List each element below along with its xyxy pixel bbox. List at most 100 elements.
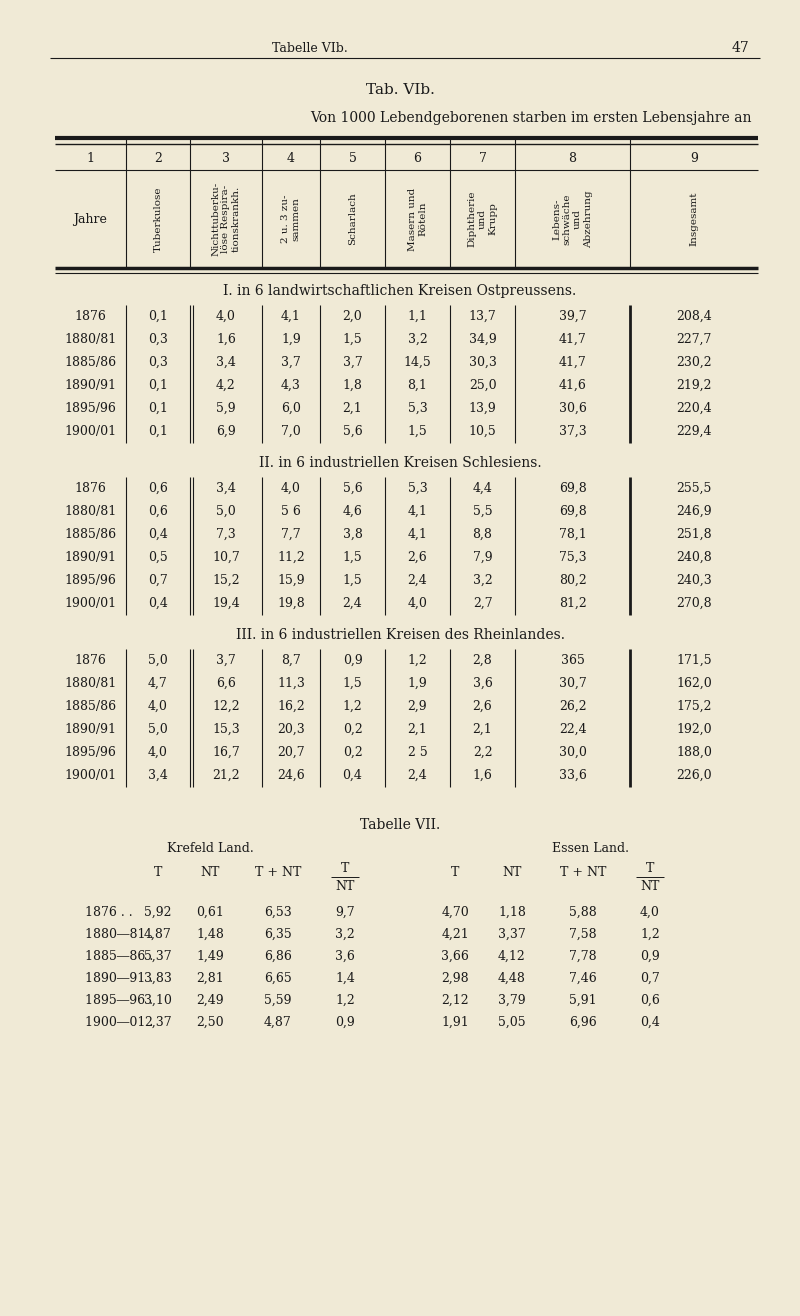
Text: II. in 6 industriellen Kreisen Schlesiens.: II. in 6 industriellen Kreisen Schlesien… <box>258 457 542 470</box>
Text: 0,6: 0,6 <box>640 994 660 1007</box>
Text: NT: NT <box>502 866 522 879</box>
Text: 7,7: 7,7 <box>281 528 301 541</box>
Text: Masern und
Röteln: Masern und Röteln <box>408 187 427 250</box>
Text: 0,9: 0,9 <box>335 1016 355 1029</box>
Text: 20,3: 20,3 <box>277 722 305 736</box>
Text: 41,6: 41,6 <box>558 379 586 392</box>
Text: 2,37: 2,37 <box>144 1016 172 1029</box>
Text: 5,0: 5,0 <box>148 722 168 736</box>
Text: 1,91: 1,91 <box>441 1016 469 1029</box>
Text: 1,2: 1,2 <box>342 700 362 713</box>
Text: 4,2: 4,2 <box>216 379 236 392</box>
Text: 6: 6 <box>414 151 422 164</box>
Text: 5,5: 5,5 <box>473 505 492 519</box>
Text: 4: 4 <box>287 151 295 164</box>
Text: 1900/01: 1900/01 <box>65 769 117 782</box>
Text: 1: 1 <box>86 151 94 164</box>
Text: 171,5: 171,5 <box>676 654 712 667</box>
Text: 6,9: 6,9 <box>216 425 236 438</box>
Text: 3,4: 3,4 <box>216 357 236 368</box>
Text: 4,7: 4,7 <box>148 676 168 690</box>
Text: 25,0: 25,0 <box>469 379 496 392</box>
Text: 229,4: 229,4 <box>676 425 712 438</box>
Text: 2: 2 <box>154 151 162 164</box>
Text: 5,92: 5,92 <box>144 905 172 919</box>
Text: 78,1: 78,1 <box>558 528 586 541</box>
Text: 3,4: 3,4 <box>216 482 236 495</box>
Text: 1,5: 1,5 <box>342 676 362 690</box>
Text: 1,9: 1,9 <box>281 333 301 346</box>
Text: 230,2: 230,2 <box>676 357 712 368</box>
Text: 4,6: 4,6 <box>342 505 362 519</box>
Text: 1885―86 .: 1885―86 . <box>85 950 154 962</box>
Text: 270,8: 270,8 <box>676 597 712 611</box>
Text: 5,59: 5,59 <box>264 994 292 1007</box>
Text: 0,4: 0,4 <box>148 528 168 541</box>
Text: 2,4: 2,4 <box>342 597 362 611</box>
Text: 175,2: 175,2 <box>676 700 712 713</box>
Text: 21,2: 21,2 <box>212 769 240 782</box>
Text: 0,61: 0,61 <box>196 905 224 919</box>
Text: 14,5: 14,5 <box>404 357 431 368</box>
Text: 4,0: 4,0 <box>148 700 168 713</box>
Text: 4,1: 4,1 <box>407 505 427 519</box>
Text: Von 1000 Lebendgeborenen starben im ersten Lebensjahre an: Von 1000 Lebendgeborenen starben im erst… <box>310 111 751 125</box>
Text: 7,0: 7,0 <box>281 425 301 438</box>
Text: 30,3: 30,3 <box>469 357 497 368</box>
Text: 81,2: 81,2 <box>558 597 586 611</box>
Text: I. in 6 landwirtschaftlichen Kreisen Ostpreussens.: I. in 6 landwirtschaftlichen Kreisen Ost… <box>223 284 577 297</box>
Text: 30,0: 30,0 <box>558 746 586 759</box>
Text: 5 6: 5 6 <box>281 505 301 519</box>
Text: 7,58: 7,58 <box>569 928 597 941</box>
Text: 246,9: 246,9 <box>676 505 712 519</box>
Text: 1,4: 1,4 <box>335 971 355 984</box>
Text: 4,1: 4,1 <box>281 311 301 322</box>
Text: 2,1: 2,1 <box>342 401 362 415</box>
Text: 2,98: 2,98 <box>441 971 469 984</box>
Text: NT: NT <box>640 879 660 892</box>
Text: 2,49: 2,49 <box>196 994 224 1007</box>
Text: 1880/81: 1880/81 <box>64 676 117 690</box>
Text: 0,9: 0,9 <box>640 950 660 962</box>
Text: 0,4: 0,4 <box>342 769 362 782</box>
Text: 4,87: 4,87 <box>264 1016 292 1029</box>
Text: 16,7: 16,7 <box>212 746 240 759</box>
Text: 3: 3 <box>222 151 230 164</box>
Text: 7,46: 7,46 <box>569 971 597 984</box>
Text: 0,3: 0,3 <box>148 333 168 346</box>
Text: 1890/91: 1890/91 <box>65 379 117 392</box>
Text: 15,2: 15,2 <box>212 574 240 587</box>
Text: 192,0: 192,0 <box>676 722 712 736</box>
Text: 3,37: 3,37 <box>498 928 526 941</box>
Text: 1876: 1876 <box>74 311 106 322</box>
Text: 3,2: 3,2 <box>408 333 427 346</box>
Text: 5,37: 5,37 <box>144 950 172 962</box>
Text: 1,6: 1,6 <box>473 769 493 782</box>
Text: 15,3: 15,3 <box>212 722 240 736</box>
Text: 1900/01: 1900/01 <box>65 597 117 611</box>
Text: 4,3: 4,3 <box>281 379 301 392</box>
Text: 1,5: 1,5 <box>342 333 362 346</box>
Text: 3,2: 3,2 <box>335 928 355 941</box>
Text: 4,87: 4,87 <box>144 928 172 941</box>
Text: 2,6: 2,6 <box>408 551 427 565</box>
Text: 1,2: 1,2 <box>335 994 355 1007</box>
Text: 3,83: 3,83 <box>144 971 172 984</box>
Text: 0,1: 0,1 <box>148 425 168 438</box>
Text: T + NT: T + NT <box>560 866 606 879</box>
Text: 11,2: 11,2 <box>277 551 305 565</box>
Text: 1885/86: 1885/86 <box>65 357 117 368</box>
Text: 0,7: 0,7 <box>148 574 168 587</box>
Text: 30,7: 30,7 <box>558 676 586 690</box>
Text: 6,0: 6,0 <box>281 401 301 415</box>
Text: 1895―96 .: 1895―96 . <box>85 994 153 1007</box>
Text: Tabelle VII.: Tabelle VII. <box>360 819 440 832</box>
Text: 5,6: 5,6 <box>342 425 362 438</box>
Text: 0,9: 0,9 <box>342 654 362 667</box>
Text: 1,5: 1,5 <box>408 425 427 438</box>
Text: 1,1: 1,1 <box>407 311 427 322</box>
Text: 226,0: 226,0 <box>676 769 712 782</box>
Text: 37,3: 37,3 <box>558 425 586 438</box>
Text: 2,12: 2,12 <box>441 994 469 1007</box>
Text: Essen Land.: Essen Land. <box>551 842 629 855</box>
